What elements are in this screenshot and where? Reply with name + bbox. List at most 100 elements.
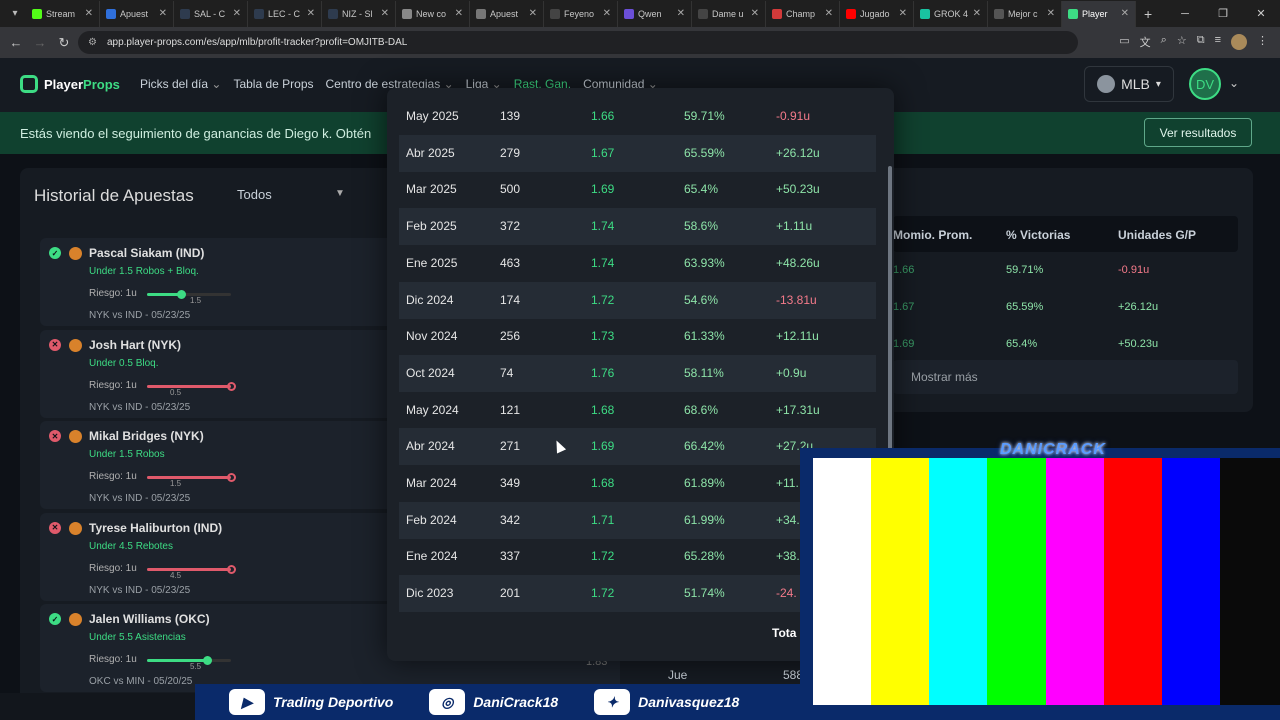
odds-cell: 1.69 <box>591 182 615 197</box>
tab-close-icon[interactable]: ✕ <box>750 7 759 19</box>
line-value: 0.5 <box>170 387 182 397</box>
browser-tab[interactable]: Apuest ✕ <box>470 0 544 27</box>
cast-icon[interactable]: ▭ <box>1119 35 1130 47</box>
show-more-button[interactable]: Mostrar más <box>893 360 1238 394</box>
units-cell: +34. <box>776 512 800 527</box>
nav-link[interactable]: Picks del día ⌄ <box>140 77 221 91</box>
table-row[interactable]: Mar 2025 500 1.69 65.4% +50.23u <box>399 171 876 208</box>
browser-tab[interactable]: New co ✕ <box>396 0 470 27</box>
zoom-icon[interactable]: ⌕ <box>1160 34 1167 46</box>
browser-tab[interactable]: Player ✕ <box>1062 0 1136 27</box>
tab-close-icon[interactable]: ✕ <box>824 7 833 19</box>
restore-icon[interactable]: ❐ <box>1218 8 1228 20</box>
close-window-icon[interactable]: ✕ <box>1256 8 1266 20</box>
table-row[interactable]: Dic 2024 174 1.72 54.6% -13.81u <box>399 281 876 319</box>
user-avatar[interactable]: DV <box>1189 68 1221 100</box>
browser-tab[interactable]: Feyeno ✕ <box>544 0 618 27</box>
browser-tab[interactable]: Stream ✕ <box>26 0 100 27</box>
user-menu-chevron-icon[interactable]: ⌄ <box>1229 76 1240 90</box>
tab-close-icon[interactable]: ✕ <box>306 7 315 19</box>
tab-close-icon[interactable]: ✕ <box>1046 7 1055 19</box>
table-row[interactable]: Oct 2024 74 1.76 58.11% +0.9u <box>399 354 876 392</box>
table-row[interactable]: May 2024 121 1.68 68.6% +17.31u <box>399 392 876 429</box>
table-row[interactable]: Abr 2024 271 1.69 66.42% +27.2u <box>399 428 876 466</box>
basketball-icon <box>69 613 82 626</box>
risk-label: Riesgo: 1u <box>89 471 137 482</box>
back-icon[interactable]: ← <box>9 35 23 50</box>
win-pct-cell: 66.42% <box>684 439 725 454</box>
browser-tab[interactable]: LEC - C ✕ <box>248 0 322 27</box>
reload-icon[interactable]: ↻ <box>58 34 70 50</box>
browser-tab[interactable]: Apuest ✕ <box>100 0 174 27</box>
tab-search-icon[interactable]: ▾ <box>12 8 18 19</box>
browser-tab[interactable]: Jugado ✕ <box>840 0 914 27</box>
social-handle: ◎ DaniCrack18 <box>429 689 558 715</box>
forward-icon[interactable]: → <box>33 35 47 50</box>
nav-link[interactable]: Tabla de Props <box>233 77 313 91</box>
summary-units: -0.91u <box>1118 264 1150 276</box>
table-row[interactable]: May 2025 139 1.66 59.71% -0.91u <box>399 98 876 135</box>
result-knob <box>227 564 236 574</box>
month-cell: Feb 2025 <box>406 219 457 234</box>
nav-link[interactable]: Comunidad ⌄ <box>583 77 658 91</box>
scrollbar-thumb[interactable] <box>888 166 892 506</box>
table-row[interactable]: Ene 2025 463 1.74 63.93% +48.26u <box>399 245 876 282</box>
browser-tab[interactable]: Qwen ✕ <box>618 0 692 27</box>
browser-tab[interactable]: SAL - C ✕ <box>174 0 248 27</box>
tab-close-icon[interactable]: ✕ <box>84 7 93 19</box>
tab-close-icon[interactable]: ✕ <box>232 7 241 19</box>
bookmark-star-icon[interactable]: ☆ <box>1176 35 1187 47</box>
month-cell: Mar 2024 <box>406 476 457 490</box>
count-cell: 342 <box>500 512 521 527</box>
tab-close-icon[interactable]: ✕ <box>972 7 981 19</box>
new-tab-icon[interactable]: + <box>1144 5 1153 22</box>
tab-close-icon[interactable]: ✕ <box>528 7 537 19</box>
table-row[interactable]: Mar 2024 349 1.68 61.89% +11. <box>399 465 876 502</box>
history-filter-select[interactable]: Todos <box>237 187 272 202</box>
tab-close-icon[interactable]: ✕ <box>1120 7 1129 19</box>
odds-cell: 1.72 <box>591 586 615 601</box>
browser-tab[interactable]: NIZ - Sl ✕ <box>322 0 396 27</box>
table-row[interactable]: Dic 2023 201 1.72 51.74% -24. <box>399 575 876 613</box>
logo-text-player: Player <box>44 76 84 92</box>
extensions-icon[interactable]: ⧉ <box>1196 34 1205 46</box>
browser-tab[interactable]: Mejor c ✕ <box>988 0 1062 27</box>
youtube-icon: ▶ <box>229 689 265 715</box>
nav-link[interactable]: Centro de estrategias ⌄ <box>326 77 454 91</box>
menu-kebab-icon[interactable]: ⋮ <box>1257 35 1268 47</box>
profile-avatar[interactable] <box>1231 34 1247 50</box>
table-row[interactable]: Feb 2025 372 1.74 58.6% +1.11u <box>399 208 876 246</box>
table-row[interactable]: Feb 2024 342 1.71 61.99% +34. <box>399 501 876 539</box>
table-row[interactable]: Abr 2025 279 1.67 65.59% +26.12u <box>399 134 876 172</box>
browser-tab[interactable]: Dame u ✕ <box>692 0 766 27</box>
site-info-icon[interactable]: ⚙ <box>88 37 97 48</box>
translate-icon[interactable]: 文 <box>1139 37 1151 49</box>
basketball-icon <box>69 247 82 260</box>
logo[interactable]: PlayerProps <box>20 75 120 93</box>
tab-close-icon[interactable]: ✕ <box>898 7 907 19</box>
url-input[interactable]: ⚙ app.player-props.com/es/app/mlb/profit… <box>78 31 1078 54</box>
minimize-icon[interactable]: ─ <box>1181 7 1189 20</box>
win-pct-cell: 59.71% <box>684 109 725 123</box>
tab-favicon-icon <box>994 8 1004 19</box>
sport-selector[interactable]: MLB ▾ <box>1084 66 1174 102</box>
tab-close-icon[interactable]: ✕ <box>380 7 389 19</box>
table-row[interactable]: Ene 2024 337 1.72 65.28% +38. <box>399 538 876 575</box>
basketball-icon <box>69 521 82 535</box>
tab-close-icon[interactable]: ✕ <box>158 7 167 19</box>
tab-close-icon[interactable]: ✕ <box>454 7 463 19</box>
browser-tab[interactable]: GROK 4 ✕ <box>914 0 988 27</box>
tab-close-icon[interactable]: ✕ <box>602 7 611 19</box>
filter-chevron-icon[interactable]: ▼ <box>335 188 345 199</box>
reading-list-icon[interactable]: ≡ <box>1214 34 1221 46</box>
tab-favicon-icon <box>476 8 486 19</box>
tab-close-icon[interactable]: ✕ <box>676 7 685 19</box>
table-row[interactable]: Nov 2024 256 1.73 61.33% +12.11u <box>399 318 876 355</box>
browser-tab[interactable]: Champ ✕ <box>766 0 840 27</box>
nav-link[interactable]: Rast. Gan. <box>514 77 571 91</box>
nav-link[interactable]: Liga ⌄ <box>466 77 502 91</box>
sport-label: MLB <box>1121 76 1150 92</box>
tab-label: Mejor c <box>1008 8 1038 19</box>
units-cell: +38. <box>776 549 800 564</box>
view-results-button[interactable]: Ver resultados <box>1144 118 1252 147</box>
